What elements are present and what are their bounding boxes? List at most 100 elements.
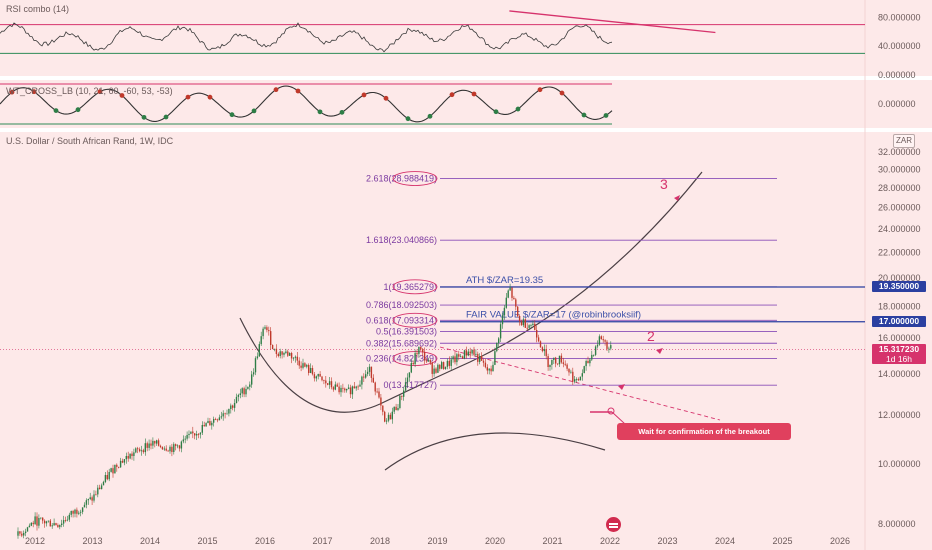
wt-cross-marker: [75, 107, 81, 113]
candle-body: [104, 475, 107, 482]
rsi-axis-tick: 40.000000: [878, 41, 921, 51]
candle-body: [560, 355, 563, 363]
candle-body: [190, 431, 192, 434]
breakout-callout[interactable]: Wait for confirmation of the breakout: [617, 423, 791, 440]
candle-body: [315, 376, 317, 379]
candle-body: [308, 365, 310, 373]
candle-body: [484, 362, 487, 368]
candle-body: [61, 523, 63, 525]
candle-body: [245, 388, 247, 395]
wt-cross-marker: [185, 94, 191, 100]
candle-body: [68, 514, 70, 520]
candle-body: [87, 499, 89, 501]
candle-body: [311, 368, 314, 375]
candle-body: [99, 487, 101, 490]
candle-body: [279, 351, 281, 356]
wave-label-3: 3: [660, 176, 668, 192]
candle-body: [458, 354, 460, 357]
candle-body: [553, 357, 555, 360]
candle-body: [273, 348, 276, 350]
wt-cross-marker: [97, 89, 103, 95]
candle-body: [252, 372, 255, 375]
candle-body: [290, 353, 293, 359]
candle-body: [325, 380, 327, 384]
candle-body: [587, 361, 589, 364]
wt-cross-marker: [119, 93, 125, 98]
candle-body: [380, 397, 382, 406]
candle-body: [70, 511, 72, 515]
candle-body: [275, 348, 278, 354]
wt-cross-marker: [537, 87, 543, 93]
candle-body: [357, 386, 359, 388]
rsi-axis-tick: 80.000000: [878, 12, 921, 22]
candle-body: [395, 406, 397, 410]
wt-cross-marker: [383, 95, 389, 101]
fair-value-annotation: FAIR VALUE $/ZAR=17 (@robinbrooksiif): [466, 310, 641, 321]
candle-body: [494, 351, 496, 365]
candle-body: [365, 374, 367, 378]
candle-body: [34, 516, 36, 525]
candle-body: [444, 366, 447, 369]
candle-body: [456, 354, 458, 363]
candle-body: [268, 330, 270, 332]
candle-body: [180, 441, 183, 449]
fib-level-label: 0.5(16.391503): [376, 327, 437, 337]
candle-body: [131, 453, 133, 456]
wt-cross-marker: [53, 108, 59, 114]
candle-body: [579, 376, 582, 381]
candle-body: [91, 497, 93, 501]
candle-body: [528, 325, 530, 328]
candle-body: [382, 405, 384, 412]
tradingview-logo-icon[interactable]: [606, 517, 621, 532]
candle-body: [66, 519, 69, 521]
candle-body: [555, 357, 557, 364]
candle-body: [140, 450, 143, 452]
candle-body: [78, 512, 80, 514]
candle-body: [361, 376, 363, 385]
time-axis-tick: 2025: [773, 536, 793, 546]
candle-body: [142, 450, 145, 453]
wt-cross-marker: [141, 114, 147, 120]
candle-body: [317, 374, 319, 377]
candle-body: [420, 346, 422, 350]
candle-body: [114, 464, 116, 474]
candle-body: [309, 368, 312, 373]
candle-body: [230, 405, 232, 409]
candle-body: [176, 445, 179, 447]
candle-body: [439, 364, 441, 369]
fib-level-label: 0.236(14.821349): [366, 354, 437, 364]
price-axis-tick: 30.000000: [878, 164, 921, 174]
wave-label-2: 2: [647, 328, 655, 344]
wt-cross-marker: [471, 91, 477, 97]
candle-body: [465, 350, 468, 356]
price-axis-tick: 18.000000: [878, 301, 921, 311]
candle-body: [74, 509, 76, 514]
candle-body: [144, 443, 146, 453]
candle-body: [57, 525, 59, 528]
candle-body: [498, 338, 500, 343]
candle-body: [222, 413, 224, 417]
arrow-marker-2: [656, 348, 663, 354]
candle-body: [515, 299, 517, 307]
candle-body: [606, 341, 608, 349]
candle-body: [583, 366, 585, 374]
candle-body: [30, 522, 32, 526]
candle-body: [490, 368, 492, 372]
candle-body: [452, 356, 454, 360]
candle-body: [346, 388, 348, 391]
candle-body: [80, 511, 82, 513]
candle-body: [138, 449, 141, 452]
candle-body: [129, 453, 131, 459]
candle-body: [418, 346, 420, 355]
time-axis-tick: 2017: [313, 536, 333, 546]
dashed-trendline: [439, 346, 721, 421]
candle-body: [378, 391, 380, 398]
candle-body: [340, 387, 342, 393]
candle-body: [399, 395, 401, 408]
currency-badge[interactable]: ZAR: [893, 134, 915, 148]
candle-body: [610, 345, 612, 349]
time-axis-tick: 2024: [715, 536, 735, 546]
candle-body: [49, 520, 51, 527]
candle-body: [591, 354, 593, 360]
